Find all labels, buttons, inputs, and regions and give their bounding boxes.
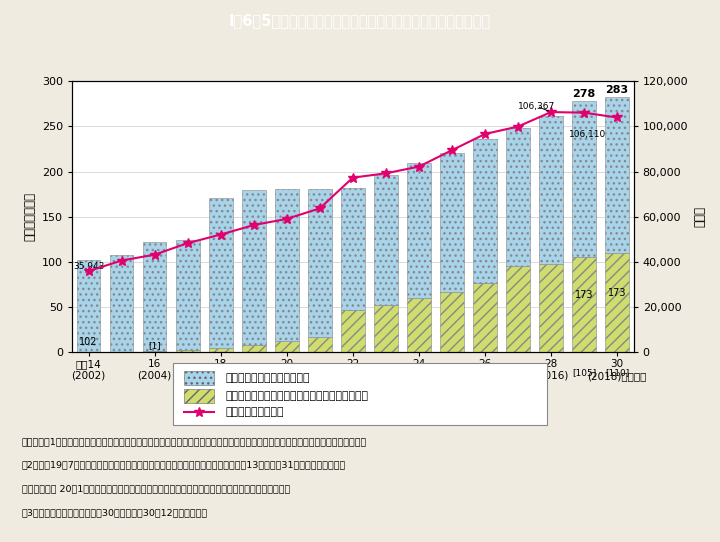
Line: 相談件数（右目盛）: 相談件数（右目盛） <box>84 107 622 276</box>
Bar <box>374 305 397 352</box>
Bar <box>506 128 530 266</box>
Bar <box>209 348 233 352</box>
Bar <box>275 341 299 352</box>
相談件数（右目盛） <box>481 131 490 137</box>
Text: 106,110: 106,110 <box>570 130 606 139</box>
Text: [110]: [110] <box>605 369 629 378</box>
相談件数（右目盛） <box>249 222 258 228</box>
相談件数（右目盛） <box>84 268 93 274</box>
相談件数（右目盛） <box>117 257 126 264</box>
Text: 283: 283 <box>606 85 629 95</box>
相談件数（右目盛） <box>415 163 423 170</box>
Bar <box>606 96 629 253</box>
Bar <box>184 371 214 385</box>
Bar <box>308 337 332 352</box>
Bar <box>184 389 214 403</box>
Bar <box>76 260 100 352</box>
Text: 2．平成19年7月に，配偶者から暴力の防止及び被害者の保護に関する法律（平成13年法律第31号）が改正され，平: 2．平成19年7月に，配偶者から暴力の防止及び被害者の保護に関する法律（平成13… <box>22 461 346 470</box>
Bar <box>374 175 397 305</box>
Text: 3．各年度末現在の値。平成30年度は平成30年12月現在の値。: 3．各年度末現在の値。平成30年度は平成30年12月現在の値。 <box>22 508 208 518</box>
Bar <box>341 310 365 352</box>
相談件数（右目盛） <box>546 109 555 115</box>
Bar <box>407 298 431 352</box>
Text: I－6－5図　配偶者暴力相談支援センター数及び相談件数の推移: I－6－5図 配偶者暴力相談支援センター数及び相談件数の推移 <box>229 13 491 28</box>
相談件数（右目盛） <box>448 147 456 153</box>
Text: 相談件数（右目盛）: 相談件数（右目盛） <box>225 408 284 417</box>
Bar <box>209 198 233 348</box>
Bar <box>572 257 596 352</box>
Bar <box>506 266 530 352</box>
Text: 173: 173 <box>575 291 593 300</box>
Text: 35,943: 35,943 <box>73 262 104 271</box>
Text: （備考）、1．内閣府「配偶者暴力相談支援センターにおける配偶者からの暴力が関係する相談件数等の結果について」等より作成。: （備考）、1．内閣府「配偶者暴力相談支援センターにおける配偶者からの暴力が関係す… <box>22 437 367 446</box>
Bar <box>275 189 299 341</box>
Bar <box>539 115 563 264</box>
相談件数（右目盛） <box>315 205 324 211</box>
Bar <box>473 139 497 283</box>
Bar <box>341 188 365 310</box>
Bar <box>473 283 497 352</box>
Bar <box>176 240 199 351</box>
相談件数（右目盛） <box>216 231 225 238</box>
Bar <box>143 351 166 352</box>
Text: [105]: [105] <box>572 369 596 378</box>
Bar <box>176 351 199 352</box>
相談件数（右目盛） <box>513 123 522 130</box>
Bar <box>539 264 563 352</box>
Bar <box>109 255 133 352</box>
相談件数（右目盛） <box>282 216 291 222</box>
相談件数（右目盛） <box>382 170 390 177</box>
Bar <box>143 242 166 351</box>
Bar <box>440 153 464 292</box>
Y-axis label: （件）: （件） <box>694 207 707 227</box>
Bar <box>407 163 431 298</box>
相談件数（右目盛） <box>580 109 588 116</box>
Y-axis label: （センター数）: （センター数） <box>23 192 36 241</box>
Bar <box>606 253 629 352</box>
相談件数（右目盛） <box>348 175 357 181</box>
相談件数（右目盛） <box>150 251 159 258</box>
Text: 102: 102 <box>79 337 98 347</box>
相談件数（右目盛） <box>613 114 621 121</box>
相談件数（右目盛） <box>184 240 192 247</box>
Bar <box>242 190 266 345</box>
Bar <box>572 101 596 257</box>
Text: 278: 278 <box>572 89 595 99</box>
Bar <box>440 292 464 352</box>
Text: 配偶者暴力相談支援センター: 配偶者暴力相談支援センター <box>225 373 310 383</box>
Text: 配偶者暴力相談支援センターのうち市町村設置数: 配偶者暴力相談支援センターのうち市町村設置数 <box>225 391 368 401</box>
Bar <box>242 345 266 352</box>
Text: [1]: [1] <box>148 341 161 351</box>
Text: 成 20年1月から市町村における配偶者暴力相談支援センターの設置が努力義務となった。: 成 20年1月から市町村における配偶者暴力相談支援センターの設置が努力義務となっ… <box>22 485 290 494</box>
Bar <box>308 189 332 337</box>
Text: 106,367: 106,367 <box>518 102 555 111</box>
Text: 173: 173 <box>608 288 626 298</box>
